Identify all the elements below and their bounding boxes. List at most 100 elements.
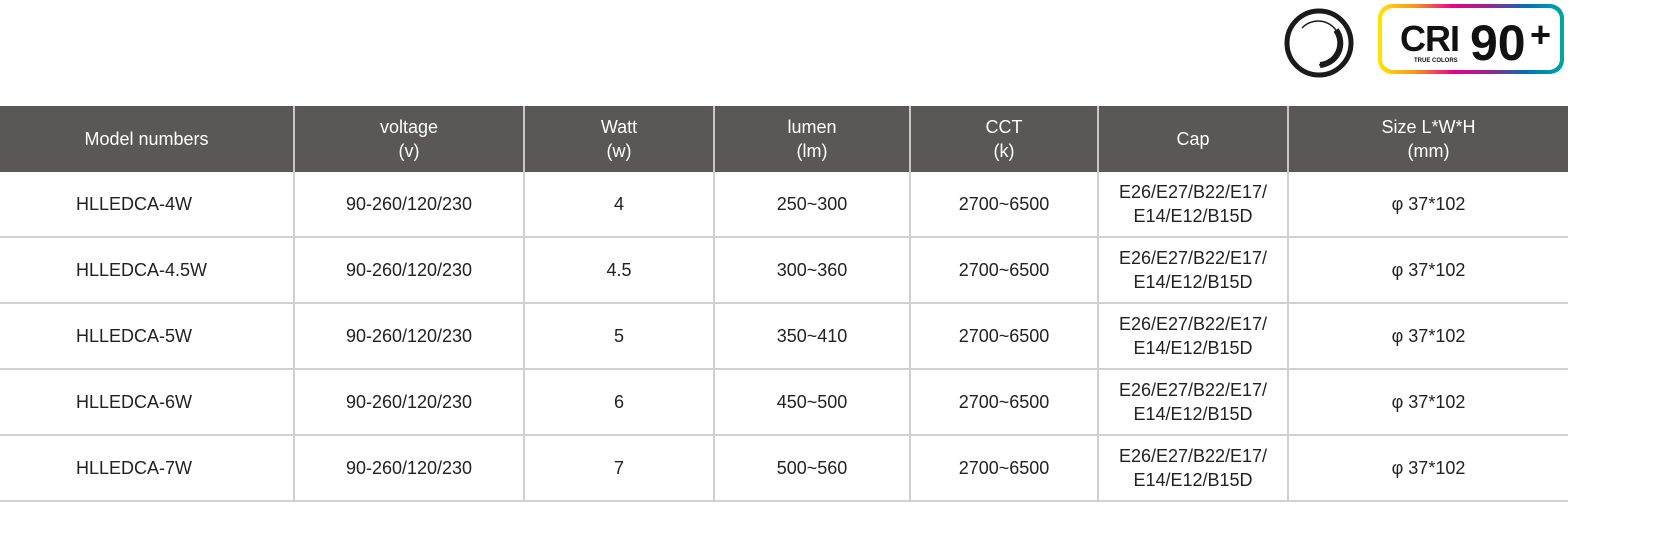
cell-text: E14/E12/B15D: [1133, 404, 1253, 424]
cell-text: 350~410: [776, 326, 848, 346]
column-header: Cap: [1097, 106, 1288, 172]
cell-text: 90-260/120/230: [345, 194, 473, 214]
cell-text: 4.5: [606, 260, 632, 280]
cell-text: E26/E27/B22/E17/: [1118, 446, 1268, 466]
dimmable-icon: [1284, 8, 1354, 78]
cell-text: E14/E12/B15D: [1133, 272, 1253, 292]
cri-subtitle: TRUE COLORS: [1414, 58, 1458, 64]
column-header: Model numbers: [0, 106, 294, 172]
cell-text: E26/E27/B22/E17/: [1118, 380, 1268, 400]
table-row: HLLEDCA-5W 90-260/120/230 5 350~410 2700~650…: [0, 303, 1568, 370]
table-cell: HLLEDCA-6W: [0, 369, 294, 436]
column-header: voltage (v): [293, 106, 524, 172]
cell-text: E26/E27/B22/E17/: [1118, 182, 1268, 202]
cell-text: HLLEDCA-6W: [76, 392, 193, 412]
table-cell: 2700~6500: [909, 237, 1098, 304]
table-cell: 350~410: [713, 303, 910, 370]
cell-text: HLLEDCA-7W: [76, 458, 193, 478]
header-label: Cap: [1176, 129, 1210, 149]
cell-text: φ 37*102: [1391, 260, 1466, 280]
header-label: voltage: [379, 117, 439, 137]
header-unit: (k): [993, 141, 1015, 161]
table-cell: 90-260/120/230: [293, 237, 524, 304]
table-cell: φ 37*102: [1287, 237, 1568, 304]
table-row: HLLEDCA-4.5W 90-260/120/230 4.5 300~360 2700…: [0, 237, 1568, 304]
table-cell: E26/E27/B22/E17/E14/E12/B15D: [1097, 303, 1288, 370]
column-header: CCT (k): [909, 106, 1098, 172]
header-unit: (v): [398, 141, 420, 161]
table-cell: 7: [523, 435, 714, 502]
table-cell: 6: [523, 369, 714, 436]
table-cell: 250~300: [713, 172, 910, 238]
header-label: Watt: [600, 117, 638, 137]
table-cell: E26/E27/B22/E17/E14/E12/B15D: [1097, 237, 1288, 304]
column-header: lumen (lm): [713, 106, 910, 172]
header-unit: (lm): [796, 141, 828, 161]
column-header: Watt (w): [523, 106, 714, 172]
table-cell: 300~360: [713, 237, 910, 304]
cell-text: 7: [613, 458, 624, 478]
header-label: Model numbers: [84, 129, 209, 149]
cell-text: 2700~6500: [958, 458, 1050, 478]
cri-value: 90: [1470, 15, 1526, 71]
table-cell: φ 37*102: [1287, 303, 1568, 370]
header-row: Model numbers voltage (v) Watt (w) lumen (lm) C…: [0, 106, 1568, 172]
header-label: Size L*W*H: [1381, 117, 1476, 137]
header-label: CCT: [985, 117, 1023, 137]
cell-text: 90-260/120/230: [345, 392, 473, 412]
table-cell: 500~560: [713, 435, 910, 502]
cell-text: 2700~6500: [958, 326, 1050, 346]
table-cell: HLLEDCA-7W: [0, 435, 294, 502]
table-cell: 4.5: [523, 237, 714, 304]
cell-text: 450~500: [776, 392, 848, 412]
table-cell: 2700~6500: [909, 369, 1098, 436]
spec-table: Model numbers voltage (v) Watt (w) lumen (lm) C…: [0, 106, 1568, 502]
table-cell: φ 37*102: [1287, 435, 1568, 502]
table-cell: E26/E27/B22/E17/E14/E12/B15D: [1097, 172, 1288, 238]
cell-text: 2700~6500: [958, 194, 1050, 214]
cell-text: 90-260/120/230: [345, 326, 473, 346]
header-unit: (w): [606, 141, 632, 161]
table-cell: HLLEDCA-4W: [0, 172, 294, 238]
cell-text: φ 37*102: [1391, 194, 1466, 214]
table-cell: E26/E27/B22/E17/E14/E12/B15D: [1097, 369, 1288, 436]
table-cell: 90-260/120/230: [293, 172, 524, 238]
table-row: HLLEDCA-6W 90-260/120/230 6 450~500 2700~650…: [0, 369, 1568, 436]
table-cell: φ 37*102: [1287, 369, 1568, 436]
cell-text: 90-260/120/230: [345, 260, 473, 280]
table-cell: 450~500: [713, 369, 910, 436]
table-cell: HLLEDCA-5W: [0, 303, 294, 370]
cell-text: E14/E12/B15D: [1133, 206, 1253, 226]
cell-text: HLLEDCA-4W: [76, 194, 193, 214]
table-cell: HLLEDCA-4.5W: [0, 237, 294, 304]
cell-text: E14/E12/B15D: [1133, 470, 1253, 490]
cri-badge: CRI 90 + TRUE COLORS: [1378, 4, 1564, 74]
table-cell: 2700~6500: [909, 172, 1098, 238]
table-row: HLLEDCA-7W 90-260/120/230 7 500~560 2700~650…: [0, 435, 1568, 502]
cell-text: 5: [613, 326, 624, 346]
header-unit: (mm): [1407, 141, 1450, 161]
cell-text: E14/E12/B15D: [1133, 338, 1253, 358]
table-cell: 2700~6500: [909, 435, 1098, 502]
cell-text: 2700~6500: [958, 392, 1050, 412]
cell-text: 2700~6500: [958, 260, 1050, 280]
cell-text: φ 37*102: [1391, 458, 1466, 478]
cell-text: 90-260/120/230: [345, 458, 473, 478]
table-cell: 4: [523, 172, 714, 238]
cell-text: HLLEDCA-4.5W: [76, 260, 208, 280]
table-cell: E26/E27/B22/E17/E14/E12/B15D: [1097, 435, 1288, 502]
header-label: lumen: [787, 117, 837, 137]
cri-plus: +: [1530, 14, 1552, 55]
table-cell: 90-260/120/230: [293, 435, 524, 502]
cell-text: E26/E27/B22/E17/: [1118, 314, 1268, 334]
table-row: HLLEDCA-4W 90-260/120/230 4 250~300 2700~650…: [0, 172, 1568, 238]
cell-text: φ 37*102: [1391, 326, 1466, 346]
cell-text: φ 37*102: [1391, 392, 1466, 412]
cell-text: 500~560: [776, 458, 848, 478]
table-cell: 2700~6500: [909, 303, 1098, 370]
column-header: Size L*W*H (mm): [1287, 106, 1568, 172]
table-cell: 5: [523, 303, 714, 370]
table-cell: φ 37*102: [1287, 172, 1568, 238]
table-cell: 90-260/120/230: [293, 303, 524, 370]
cell-text: E26/E27/B22/E17/: [1118, 248, 1268, 268]
